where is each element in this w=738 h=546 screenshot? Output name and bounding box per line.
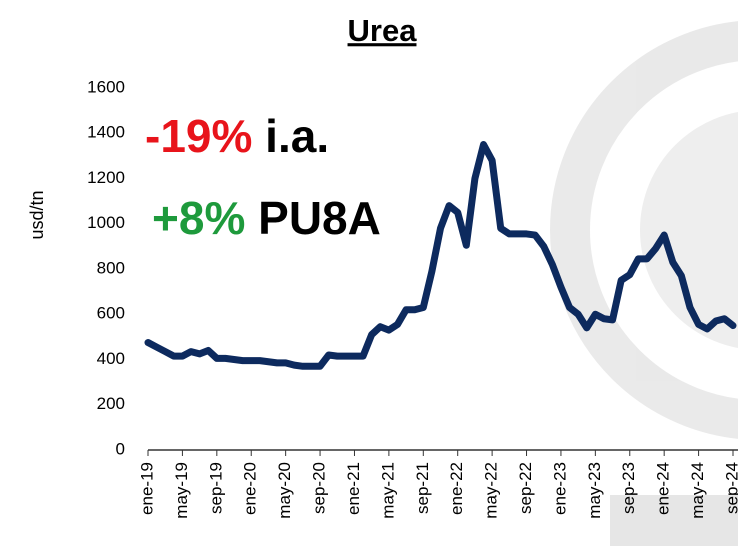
x-tick-label: sep-24 bbox=[722, 462, 738, 514]
annotation-part: -19% bbox=[145, 110, 252, 162]
watermark bbox=[550, 21, 738, 439]
x-tick-label: may-19 bbox=[172, 462, 191, 519]
y-tick-label: 0 bbox=[116, 439, 125, 458]
annotation-part: +8% bbox=[152, 192, 245, 244]
x-tick-label: may-21 bbox=[378, 462, 397, 519]
x-tick-label: may-23 bbox=[585, 462, 604, 519]
y-tick-label: 1400 bbox=[87, 123, 125, 142]
x-tick-label: ene-21 bbox=[344, 462, 363, 515]
x-tick-label: may-22 bbox=[482, 462, 501, 519]
annotation-part: PU8A bbox=[258, 192, 381, 244]
annotation: -19% i.a. bbox=[145, 110, 329, 162]
x-tick-label: may-20 bbox=[275, 462, 294, 519]
annotation: +8% PU8A bbox=[152, 192, 381, 244]
x-tick-label: sep-21 bbox=[413, 462, 432, 514]
y-tick-label: 1000 bbox=[87, 213, 125, 232]
y-tick-label: 1600 bbox=[87, 77, 125, 96]
y-tick-label: 1200 bbox=[87, 168, 125, 187]
y-tick-label: 800 bbox=[97, 258, 125, 277]
background-box bbox=[610, 495, 738, 546]
x-tick-label: ene-23 bbox=[550, 462, 569, 515]
x-tick-label: ene-24 bbox=[654, 462, 673, 515]
x-tick-label: may-24 bbox=[688, 462, 707, 519]
y-tick-label: 600 bbox=[97, 304, 125, 323]
y-tick-label: 400 bbox=[97, 349, 125, 368]
y-axis-label: usd/tn bbox=[27, 190, 47, 239]
x-tick-label: sep-22 bbox=[516, 462, 535, 514]
line-series bbox=[144, 141, 737, 370]
annotation-part: i.a. bbox=[265, 110, 329, 162]
x-tick-label: sep-19 bbox=[206, 462, 225, 514]
y-tick-label: 200 bbox=[97, 394, 125, 413]
chart-title: Urea bbox=[348, 13, 418, 48]
x-tick-label: sep-20 bbox=[310, 462, 329, 514]
x-tick-label: ene-20 bbox=[241, 462, 260, 515]
x-tick-label: ene-19 bbox=[137, 462, 156, 515]
x-tick-label: sep-23 bbox=[619, 462, 638, 514]
x-tick-label: ene-22 bbox=[447, 462, 466, 515]
